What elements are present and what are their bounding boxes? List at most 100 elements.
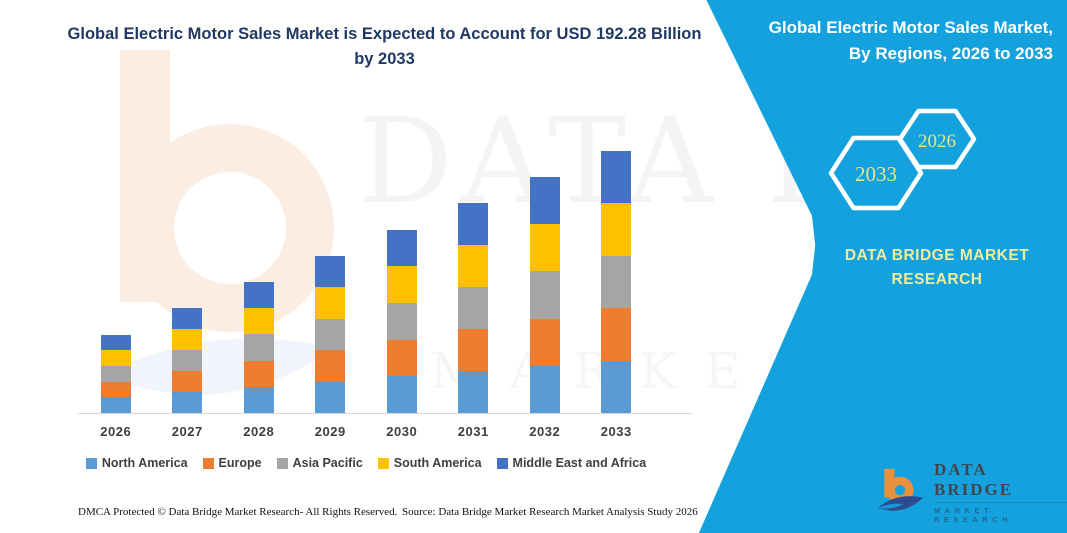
bar-slot-2027: [152, 308, 224, 413]
bar-slot-2028: [223, 282, 295, 413]
segment-asia-pacific-2033: [601, 255, 632, 308]
bar-slot-2026: [80, 334, 152, 413]
bar-slot-2031: [438, 203, 510, 413]
segment-europe-2031: [458, 329, 489, 371]
segment-south-america-2028: [243, 308, 274, 335]
brand-caption-line2: RESEARCH: [891, 271, 983, 289]
segment-north-america-2028: [243, 386, 274, 413]
stacked-bar-2030: [386, 229, 417, 413]
x-tick-2026: 2026: [100, 424, 132, 439]
segment-north-america-2029: [315, 381, 346, 413]
bar-slot-2032: [509, 177, 581, 413]
segment-asia-pacific-2030: [386, 302, 417, 340]
side-panel-heading: Global Electric Motor Sales Market, By R…: [753, 15, 1053, 66]
legend-item-middle-east-and-africa: Middle East and Africa: [496, 456, 647, 470]
x-tick-2033: 2033: [600, 424, 632, 439]
segment-europe-2028: [243, 360, 274, 387]
watermark-brand-logo-icon: [102, 50, 334, 395]
legend-swatch-middle-east-and-africa: [496, 457, 508, 469]
segment-middle-east-and-africa-2033: [601, 150, 632, 203]
segment-middle-east-and-africa-2030: [386, 229, 417, 267]
segment-south-america-2027: [172, 329, 203, 350]
segment-south-america-2032: [529, 224, 560, 272]
legend-label-middle-east-and-africa: Middle East and Africa: [512, 456, 647, 470]
legend-swatch-europe: [202, 457, 214, 469]
logo-brand-text: DATA BRIDGE: [933, 460, 1067, 503]
segment-europe-2032: [529, 318, 560, 366]
segment-europe-2026: [100, 381, 131, 398]
bar-slot-2030: [366, 229, 438, 413]
legend-label-north-america: North America: [101, 456, 188, 470]
brand-caption-line1: DATA BRIDGE MARKET: [844, 247, 1030, 264]
segment-asia-pacific-2031: [458, 287, 489, 329]
stacked-bar-2032: [529, 177, 560, 413]
logo-tagline-text: MARKET RESEARCH: [933, 506, 1013, 524]
legend-item-north-america: North America: [85, 456, 188, 470]
segment-middle-east-and-africa-2029: [315, 255, 346, 287]
legend-swatch-north-america: [85, 457, 97, 469]
segment-south-america-2031: [458, 245, 489, 287]
legend-item-europe: Europe: [202, 456, 262, 470]
segment-middle-east-and-africa-2028: [243, 282, 274, 309]
company-logo: DATA BRIDGE MARKET RESEARCH: [876, 460, 1067, 524]
stacked-bar-2026: [100, 334, 131, 413]
side-panel-heading-line1: Global Electric Motor Sales Market,: [768, 18, 1053, 37]
segment-north-america-2026: [100, 397, 131, 413]
segment-north-america-2030: [386, 376, 417, 413]
segment-europe-2030: [386, 339, 417, 377]
bars: [80, 0, 652, 413]
stacked-bar-2027: [172, 308, 203, 413]
legend-label-europe: Europe: [218, 456, 262, 470]
legend-label-asia-pacific: Asia Pacific: [292, 456, 363, 470]
segment-south-america-2029: [315, 287, 346, 319]
segment-north-america-2031: [458, 371, 489, 413]
x-tick-2032: 2032: [529, 424, 561, 439]
legend-swatch-south-america: [377, 457, 389, 469]
segment-south-america-2030: [386, 266, 417, 303]
segment-south-america-2026: [100, 350, 131, 366]
stacked-bar-2033: [601, 150, 632, 413]
segment-north-america-2027: [172, 392, 203, 413]
legend-item-south-america: South America: [377, 456, 482, 470]
stacked-bar-2031: [458, 203, 489, 413]
company-logo-icon: [877, 468, 924, 511]
segment-europe-2027: [172, 371, 203, 392]
segment-south-america-2033: [601, 203, 632, 256]
hexagon-year-back: 2033: [855, 162, 897, 186]
bar-slot-2029: [295, 255, 367, 413]
stacked-bar-2028: [243, 282, 274, 413]
year-hexagons: 2033 2026: [828, 108, 977, 211]
segment-north-america-2033: [601, 360, 632, 413]
segment-asia-pacific-2027: [172, 350, 203, 371]
segment-asia-pacific-2026: [100, 365, 131, 382]
hexagon-year-front: 2026: [918, 131, 956, 152]
side-panel-brand-caption: DATA BRIDGE MARKET RESEARCH: [812, 244, 1062, 292]
x-tick-2028: 2028: [243, 424, 275, 439]
hexagon-2026-icon: [897, 108, 977, 170]
copyright-text: DMCA Protected © Data Bridge Market Rese…: [78, 506, 398, 518]
segment-middle-east-and-africa-2031: [458, 203, 489, 245]
hexagon-2033-icon: [828, 135, 924, 211]
chart-title: Global Electric Motor Sales Market is Ex…: [67, 25, 702, 68]
x-axis-line: [78, 413, 692, 414]
segment-middle-east-and-africa-2032: [529, 177, 560, 225]
segment-middle-east-and-africa-2026: [100, 334, 131, 351]
segment-north-america-2032: [529, 365, 560, 413]
segment-asia-pacific-2032: [529, 271, 560, 319]
x-tick-2027: 2027: [171, 424, 203, 439]
segment-asia-pacific-2029: [315, 318, 346, 350]
side-panel-heading-line2: By Regions, 2026 to 2033: [848, 43, 1053, 63]
bar-slot-2033: [581, 150, 653, 413]
legend-label-south-america: South America: [393, 456, 482, 470]
stacked-bar-2029: [315, 255, 346, 413]
segment-middle-east-and-africa-2027: [172, 308, 203, 329]
source-text: Source: Data Bridge Market Research Mark…: [402, 506, 698, 518]
x-tick-2030: 2030: [386, 424, 418, 439]
legend-item-asia-pacific: Asia Pacific: [276, 456, 363, 470]
segment-europe-2029: [315, 350, 346, 382]
x-tick-2031: 2031: [457, 424, 489, 439]
x-tick-2029: 2029: [314, 424, 346, 439]
legend-swatch-asia-pacific: [276, 457, 288, 469]
x-axis-labels: 2026 2027 2028 2029 2030 2031 2032 2033: [80, 424, 652, 439]
